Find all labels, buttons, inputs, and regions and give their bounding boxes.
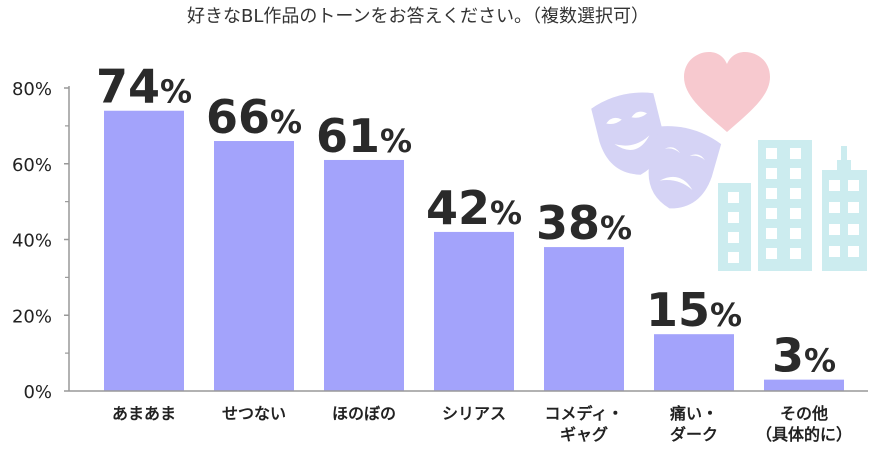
bar [214,141,294,391]
theater-masks-icon [591,92,722,209]
value-label: 3% [772,329,836,383]
value-label: 61% [316,109,412,163]
bar [434,231,514,391]
heart-icon [684,52,770,132]
category-label: せつない [222,404,286,423]
y-tick-label: 40% [12,231,52,252]
category-label: シリアス [442,404,506,423]
bar [104,110,184,391]
bar [654,334,734,391]
chart-title: 好きなBL作品のトーンをお答えください。（複数選択可） [187,6,649,27]
value-label: 15% [646,283,742,337]
category-label: 痛い・ダーク [669,404,718,444]
category-label: あまあま [112,404,176,423]
bar [324,159,404,391]
y-tick-label: 0% [23,382,52,403]
value-label: 74% [96,60,192,114]
y-tick-label: 20% [12,306,52,327]
category-label: ほのぼの [332,404,396,423]
value-label: 42% [426,181,522,235]
value-labels: 74% 66% 61% 42% 38% 15% 3% [96,60,836,383]
y-tick-label: 60% [12,155,52,176]
city-buildings-icon [718,140,867,271]
bar [764,379,844,391]
y-tick-label: 80% [12,79,52,100]
category-label: その他（具体的に） [756,404,852,444]
value-label: 38% [536,196,632,250]
value-label: 66% [206,90,302,144]
bars [104,110,844,391]
category-label: コメディ・ギャグ [545,404,624,444]
bar [544,247,624,391]
y-axis: 0% 20% 40% 60% 80% [12,79,70,403]
